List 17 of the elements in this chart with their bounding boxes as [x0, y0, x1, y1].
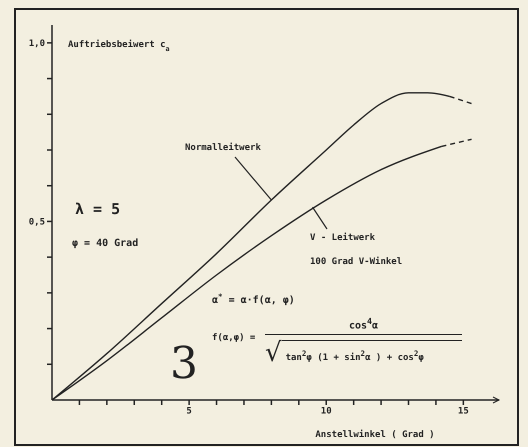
- annotation: φ = 40 Grad: [72, 238, 138, 249]
- y-axis-title: Auftriebsbeiwert c$_{a}$: [68, 39, 170, 53]
- annotation: f(α,φ) =: [212, 333, 256, 343]
- annotation: V - Leitwerk: [310, 232, 376, 243]
- x-tick-label: 15: [458, 406, 469, 416]
- annotation: 100 Grad V-Winkel: [310, 256, 402, 267]
- x-axis-title: Anstellwinkel ( Grad ): [315, 429, 435, 440]
- y-tick-label: 0,5: [28, 218, 45, 228]
- annotation: λ = 5: [75, 200, 120, 218]
- y-tick-label: 1,0: [28, 39, 45, 50]
- annotation: 3: [170, 338, 198, 389]
- x-tick-label: 10: [320, 406, 332, 416]
- annotation: Normalleitwerk: [185, 142, 262, 153]
- annotation: cos$^{4}$α: [265, 316, 462, 336]
- x-tick-label: 5: [186, 406, 192, 416]
- annotation: α$^{*}$ = α·f(α, φ): [212, 292, 295, 306]
- annotation: √tan$^{2}$φ (1 + sin$^{2}$α ) + cos$^{2}$φ: [265, 338, 425, 368]
